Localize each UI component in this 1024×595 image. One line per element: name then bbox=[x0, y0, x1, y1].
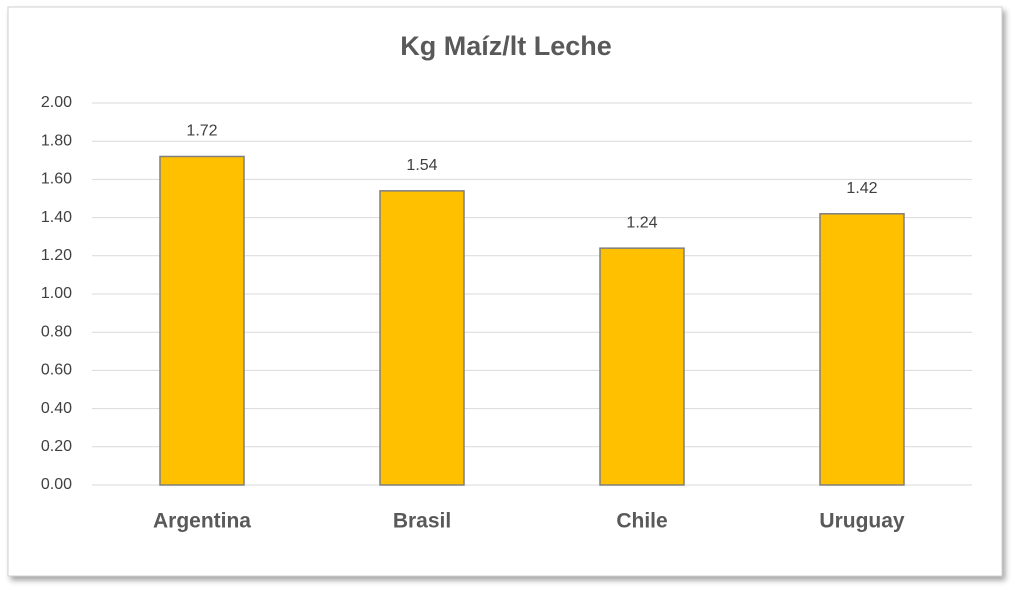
bar bbox=[379, 190, 465, 486]
x-tick-label: Brasil bbox=[393, 510, 451, 533]
bar bbox=[159, 155, 245, 486]
data-label: 1.24 bbox=[626, 214, 657, 231]
y-tick-label: 1.40 bbox=[41, 209, 72, 226]
x-tick-label: Chile bbox=[616, 510, 667, 533]
chart-title: Kg Maíz/lt Leche bbox=[400, 31, 612, 61]
y-tick-label: 0.60 bbox=[41, 362, 72, 379]
bar bbox=[819, 213, 905, 486]
x-tick-label: Uruguay bbox=[819, 510, 905, 533]
y-tick-label: 1.00 bbox=[41, 285, 72, 302]
x-tick-label: Argentina bbox=[153, 510, 251, 533]
y-tick-label: 2.00 bbox=[41, 94, 72, 111]
data-label: 1.42 bbox=[846, 180, 877, 197]
y-tick-label: 0.20 bbox=[41, 438, 72, 455]
y-tick-label: 1.20 bbox=[41, 247, 72, 264]
y-tick-label: 1.60 bbox=[41, 171, 72, 188]
data-label: 1.72 bbox=[186, 123, 217, 140]
bar bbox=[599, 247, 685, 486]
data-label: 1.54 bbox=[406, 157, 437, 174]
y-tick-label: 0.00 bbox=[41, 476, 72, 493]
y-tick-label: 0.40 bbox=[41, 400, 72, 417]
y-tick-label: 0.80 bbox=[41, 323, 72, 340]
y-tick-label: 1.80 bbox=[41, 132, 72, 149]
